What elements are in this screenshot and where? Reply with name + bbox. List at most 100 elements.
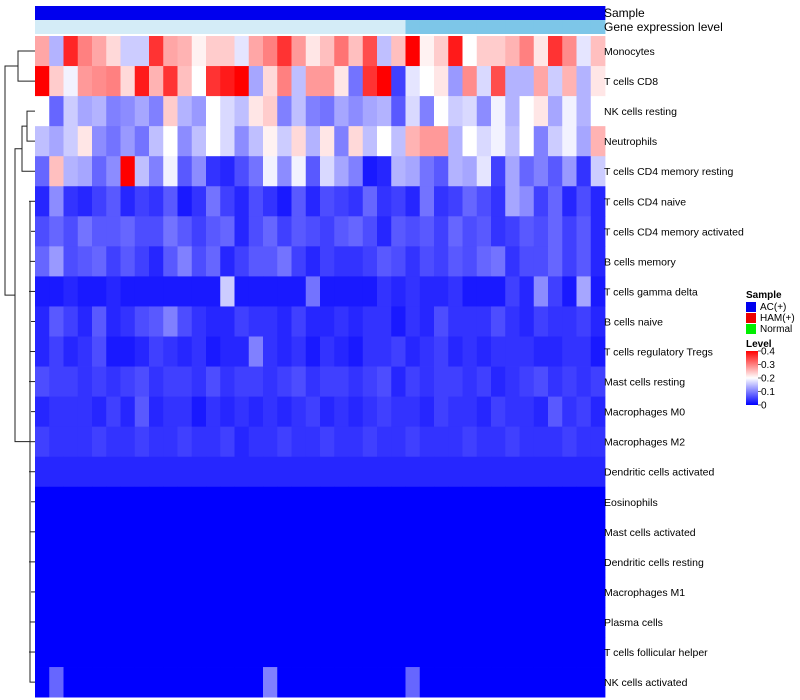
heatmap-cell — [505, 126, 520, 157]
heatmap-cell — [533, 216, 549, 247]
row-label: B cells naive — [604, 316, 663, 328]
heatmap-cell — [533, 576, 549, 608]
heatmap-cell — [548, 667, 563, 698]
heatmap-cell — [505, 186, 520, 217]
heatmap-cell — [263, 216, 278, 247]
gene-level-annotation-cell — [334, 20, 349, 34]
heatmap-cell — [77, 486, 93, 518]
row-label: T cells regulatory Tregs — [604, 347, 713, 359]
dendrogram-branch — [26, 110, 35, 142]
heatmap-cell — [92, 186, 107, 217]
heatmap-cell — [106, 66, 121, 97]
heatmap-cell — [277, 36, 292, 67]
heatmap-cell — [263, 126, 278, 157]
heatmap-cell — [334, 336, 349, 367]
heatmap-cell — [519, 216, 535, 247]
heatmap-cell — [419, 186, 435, 217]
heatmap-cell — [220, 606, 235, 638]
heatmap-cell — [277, 366, 292, 397]
heatmap-cell — [434, 456, 449, 488]
heatmap-cell — [448, 306, 463, 337]
heatmap-cell — [63, 336, 79, 367]
heatmap-cell — [63, 306, 79, 337]
heatmap-cell — [590, 516, 606, 548]
heatmap-cell — [120, 516, 136, 548]
sample-annotation-cell — [334, 6, 349, 20]
heatmap-cell — [106, 396, 121, 428]
heatmap-cell — [419, 366, 435, 397]
heatmap-cell — [476, 366, 492, 397]
heatmap-cell — [548, 396, 563, 428]
heatmap-cell — [206, 186, 221, 217]
heatmap-cell — [391, 546, 406, 578]
heatmap-cell — [92, 36, 107, 67]
heatmap-cell — [163, 186, 178, 217]
sample-annotation-cell — [491, 6, 506, 20]
heatmap-cell — [377, 276, 392, 307]
heatmap-cell — [320, 366, 335, 397]
heatmap-cell — [348, 516, 364, 548]
heatmap-cell — [305, 576, 321, 608]
heatmap-cell — [92, 486, 107, 518]
heatmap-cell — [590, 156, 606, 187]
heatmap-cell — [63, 637, 79, 668]
heatmap-cell — [391, 606, 406, 638]
gene-level-annotation-cell — [576, 20, 592, 34]
heatmap-cell — [277, 576, 292, 608]
heatmap-cell — [163, 606, 178, 638]
heatmap-cell — [448, 366, 463, 397]
heatmap-cell — [448, 486, 463, 518]
heatmap-cell — [106, 576, 121, 608]
heatmap-cell — [291, 516, 307, 548]
heatmap-cell — [334, 606, 349, 638]
heatmap-cell — [92, 216, 107, 247]
heatmap-cell — [35, 216, 50, 247]
level-legend-tick-label: 0.2 — [761, 374, 775, 385]
heatmap-cell — [362, 246, 378, 277]
heatmap-cell — [576, 306, 592, 337]
heatmap-cell — [106, 516, 121, 548]
heatmap-cell — [177, 366, 193, 397]
heatmap-cell — [35, 486, 50, 518]
heatmap-cell — [576, 216, 592, 247]
level-legend-title: Level — [746, 339, 772, 350]
heatmap-cell — [505, 216, 520, 247]
heatmap-cell — [63, 366, 79, 397]
heatmap-cell — [576, 606, 592, 638]
gene-level-annotation-cell — [491, 20, 506, 34]
heatmap-cell — [120, 186, 136, 217]
heatmap-cell — [491, 36, 506, 67]
heatmap-cell — [163, 396, 178, 428]
heatmap-cell — [134, 366, 150, 397]
heatmap-cell — [519, 486, 535, 518]
heatmap-cell — [163, 276, 178, 307]
heatmap-cell — [362, 426, 378, 458]
heatmap-cell — [519, 306, 535, 337]
sample-annotation-cell — [590, 6, 606, 20]
heatmap-cell — [548, 216, 563, 247]
heatmap-cell — [377, 366, 392, 397]
heatmap-cell — [191, 456, 207, 488]
heatmap-cell — [134, 546, 150, 578]
heatmap-cell — [206, 667, 221, 698]
heatmap-cell — [163, 456, 178, 488]
heatmap-cell — [533, 36, 549, 67]
heatmap-cell — [462, 546, 478, 578]
gene-level-annotation-cell — [434, 20, 449, 34]
heatmap-cell — [177, 637, 193, 668]
heatmap-cell — [63, 456, 79, 488]
heatmap-cell — [77, 396, 93, 428]
heatmap-cell — [277, 486, 292, 518]
heatmap-cell — [234, 516, 250, 548]
heatmap-cell — [149, 276, 164, 307]
heatmap-cell — [49, 606, 64, 638]
heatmap-cell — [419, 637, 435, 668]
heatmap-cell — [291, 576, 307, 608]
heatmap-cell — [163, 246, 178, 277]
heatmap-cell — [134, 96, 150, 127]
heatmap-cell — [505, 667, 520, 698]
heatmap-cell — [49, 96, 64, 127]
heatmap-cell — [77, 576, 93, 608]
heatmap-cell — [348, 396, 364, 428]
